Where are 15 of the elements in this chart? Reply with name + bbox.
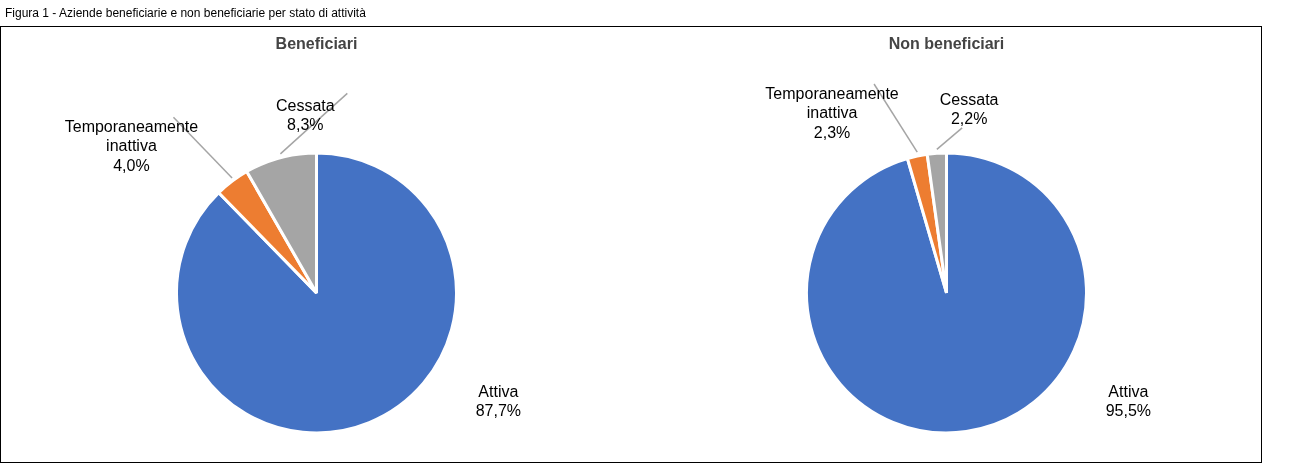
slice-label: Attiva (478, 382, 519, 400)
slice-label: Cessata (939, 90, 999, 108)
data-label: 8,3% (287, 116, 324, 134)
data-label: 87,7% (475, 402, 522, 420)
slice-label: Attiva (1108, 382, 1149, 400)
text: Figura 1 - Aziende beneficiarie e non beneficiarie per stato di attività (5, 5, 366, 22)
slice-label: Cessata (275, 96, 335, 114)
data-label: 4,0% (113, 157, 150, 175)
slice-label: Temporaneamente inattiva (765, 84, 899, 122)
data-label: 95,5% (1105, 402, 1152, 420)
data-label: 2,2% (950, 110, 988, 128)
data-label: 2,3% (813, 123, 851, 141)
chart-title: Non beneficiari (888, 34, 1005, 52)
chart-title: Beneficiari (275, 34, 358, 52)
slice-label: Temporaneamente inattiva (64, 117, 199, 155)
